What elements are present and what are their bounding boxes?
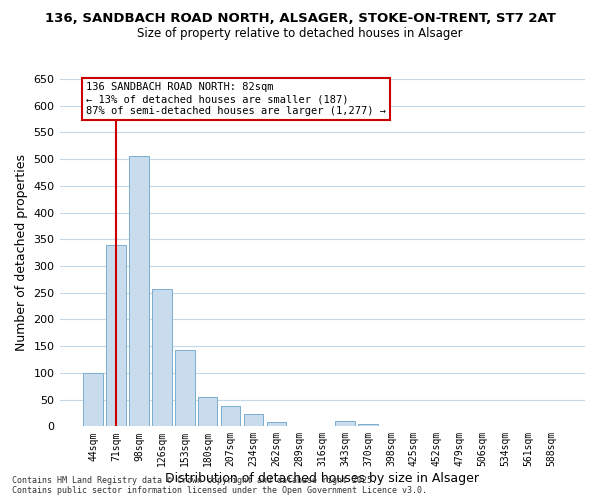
X-axis label: Distribution of detached houses by size in Alsager: Distribution of detached houses by size … — [165, 472, 479, 485]
Text: Contains HM Land Registry data © Crown copyright and database right 2025.
Contai: Contains HM Land Registry data © Crown c… — [12, 476, 427, 495]
Text: 136, SANDBACH ROAD NORTH, ALSAGER, STOKE-ON-TRENT, ST7 2AT: 136, SANDBACH ROAD NORTH, ALSAGER, STOKE… — [44, 12, 556, 26]
Bar — [106, 244, 126, 426]
Bar — [152, 289, 172, 426]
Bar — [244, 414, 263, 426]
Text: 136 SANDBACH ROAD NORTH: 82sqm
← 13% of detached houses are smaller (187)
87% of: 136 SANDBACH ROAD NORTH: 82sqm ← 13% of … — [86, 82, 386, 116]
Bar — [175, 350, 194, 426]
Text: Size of property relative to detached houses in Alsager: Size of property relative to detached ho… — [137, 28, 463, 40]
Y-axis label: Number of detached properties: Number of detached properties — [15, 154, 28, 351]
Bar — [221, 406, 241, 426]
Bar — [198, 397, 217, 426]
Bar — [267, 422, 286, 426]
Bar — [358, 424, 378, 426]
Bar — [83, 373, 103, 426]
Bar — [335, 421, 355, 426]
Bar — [129, 156, 149, 426]
